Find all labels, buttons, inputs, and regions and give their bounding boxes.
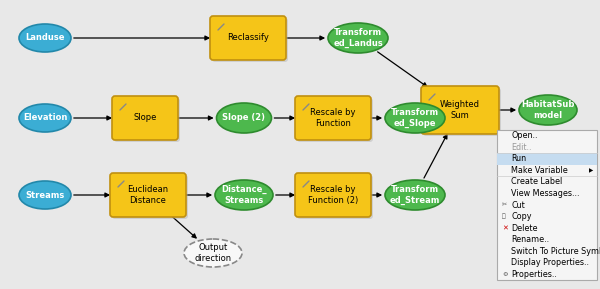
Text: Slope (2): Slope (2): [223, 114, 265, 123]
Text: View Messages...: View Messages...: [511, 189, 580, 198]
FancyBboxPatch shape: [210, 16, 286, 60]
Text: Cut: Cut: [511, 201, 525, 210]
FancyBboxPatch shape: [297, 175, 373, 219]
Text: Streams: Streams: [25, 190, 65, 199]
FancyBboxPatch shape: [297, 98, 373, 142]
Ellipse shape: [519, 95, 577, 125]
Ellipse shape: [385, 103, 445, 133]
Text: Make Variable: Make Variable: [511, 166, 568, 175]
Text: Properties..: Properties..: [511, 270, 557, 279]
Text: Run: Run: [511, 154, 526, 163]
FancyBboxPatch shape: [295, 96, 371, 140]
Text: Output
direction: Output direction: [194, 243, 232, 263]
Text: ✂: ✂: [502, 203, 507, 208]
Text: Delete: Delete: [511, 224, 538, 233]
FancyBboxPatch shape: [112, 96, 178, 140]
Ellipse shape: [19, 24, 71, 52]
Text: Transform
ed_Stream: Transform ed_Stream: [390, 185, 440, 205]
Text: Euclidean
Distance: Euclidean Distance: [127, 185, 169, 205]
Text: Edit..: Edit..: [511, 143, 532, 152]
Text: Transform
ed_Landus: Transform ed_Landus: [333, 28, 383, 48]
FancyBboxPatch shape: [110, 173, 186, 217]
Ellipse shape: [19, 104, 71, 132]
Text: ▶: ▶: [589, 168, 593, 173]
FancyBboxPatch shape: [497, 153, 597, 165]
Text: Slope: Slope: [133, 114, 157, 123]
Ellipse shape: [217, 103, 271, 133]
FancyBboxPatch shape: [421, 86, 499, 134]
Text: Switch To Picture Symbol: Switch To Picture Symbol: [511, 247, 600, 256]
Text: Rescale by
Function: Rescale by Function: [310, 108, 356, 128]
Text: Weighted
Sum: Weighted Sum: [440, 100, 480, 120]
FancyBboxPatch shape: [112, 175, 188, 219]
Text: Rename..: Rename..: [511, 235, 549, 244]
Text: HabitatSub
model: HabitatSub model: [521, 100, 575, 120]
Text: Rescale by
Function (2): Rescale by Function (2): [308, 185, 358, 205]
Text: Copy: Copy: [511, 212, 532, 221]
Text: Landuse: Landuse: [25, 34, 65, 42]
Text: Display Properties..: Display Properties..: [511, 258, 589, 267]
Ellipse shape: [184, 239, 242, 267]
Text: Distance_
Streams: Distance_ Streams: [221, 185, 267, 205]
Text: Reclassify: Reclassify: [227, 34, 269, 42]
Text: ✕: ✕: [502, 225, 508, 231]
Text: Elevation: Elevation: [23, 114, 67, 123]
Text: Open..: Open..: [511, 131, 538, 140]
Ellipse shape: [19, 181, 71, 209]
Text: ⚙: ⚙: [502, 272, 508, 277]
FancyBboxPatch shape: [295, 173, 371, 217]
Text: ⎘: ⎘: [502, 214, 506, 219]
Ellipse shape: [328, 23, 388, 53]
FancyBboxPatch shape: [423, 88, 501, 136]
FancyBboxPatch shape: [212, 18, 288, 62]
Ellipse shape: [215, 180, 273, 210]
Text: Create Label: Create Label: [511, 177, 562, 186]
Ellipse shape: [385, 180, 445, 210]
Text: Transform
ed_Slope: Transform ed_Slope: [391, 108, 439, 128]
FancyBboxPatch shape: [497, 130, 597, 280]
FancyBboxPatch shape: [114, 98, 180, 142]
